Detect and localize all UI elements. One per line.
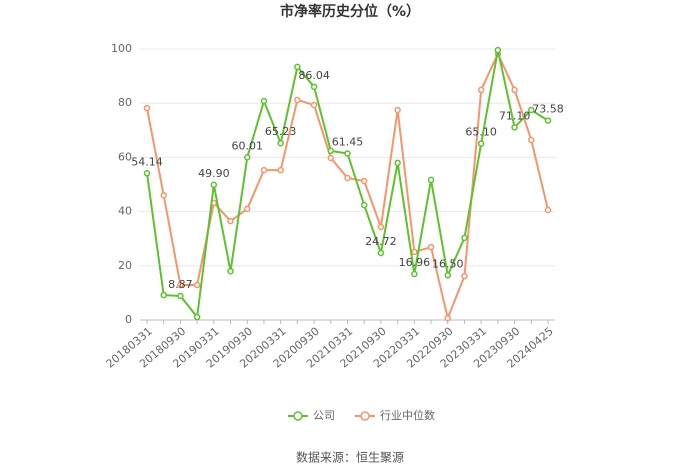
- point: [327, 147, 335, 155]
- y-tick-label: 80: [118, 96, 132, 109]
- point: [411, 270, 418, 278]
- point: [277, 139, 284, 147]
- data-label: 60.01: [232, 139, 264, 152]
- point: [544, 117, 552, 124]
- point: [461, 272, 468, 280]
- y-tick-label: 40: [118, 205, 132, 218]
- point: [394, 106, 401, 114]
- point: [160, 192, 167, 199]
- point: [260, 166, 268, 174]
- data-label: 16.96: [399, 256, 431, 269]
- point: [344, 174, 351, 182]
- point: [327, 154, 335, 162]
- point: [143, 104, 151, 112]
- legend-label: 行业中位数: [380, 408, 435, 422]
- data-label: 49.90: [198, 167, 230, 180]
- point: [511, 124, 518, 131]
- point: [227, 217, 234, 225]
- point: [411, 248, 418, 256]
- source: 数据来源：恒生聚源: [296, 450, 404, 465]
- point: [260, 97, 268, 105]
- point: [344, 150, 351, 157]
- point: [427, 176, 435, 184]
- point: [177, 292, 184, 300]
- legend-swatch: [293, 411, 303, 421]
- point: [377, 249, 385, 257]
- point: [277, 166, 284, 174]
- data-label: 65.23: [265, 125, 297, 138]
- point: [360, 201, 368, 209]
- point: [210, 181, 218, 189]
- data-label: 86.04: [298, 69, 330, 82]
- point: [444, 272, 451, 279]
- data-label: 24.72: [365, 235, 397, 248]
- data-label: 16.50: [432, 257, 464, 270]
- data-label: 65.10: [465, 126, 497, 139]
- y-tick-label: 20: [118, 259, 132, 272]
- point: [444, 314, 451, 322]
- legend-label: 公司: [313, 409, 335, 422]
- point: [544, 206, 552, 214]
- point: [528, 106, 535, 114]
- point: [477, 140, 485, 147]
- point: [160, 291, 167, 299]
- y-tick-label: 0: [125, 313, 132, 326]
- point: [511, 86, 518, 94]
- data-label: 61.45: [332, 135, 364, 148]
- point: [494, 46, 502, 54]
- chart-title: 市净率历史分位（%）: [280, 3, 420, 20]
- point: [177, 281, 184, 289]
- point: [244, 154, 251, 161]
- point: [294, 63, 301, 71]
- data-label: 73.58: [532, 103, 564, 116]
- y-tick-label: 100: [111, 42, 132, 55]
- point: [360, 177, 368, 185]
- point: [427, 243, 435, 251]
- point: [193, 281, 201, 289]
- point: [244, 205, 251, 213]
- point: [477, 86, 485, 94]
- y-tick-label: 60: [118, 150, 132, 163]
- data-label: 8.87: [168, 278, 193, 291]
- point: [528, 136, 535, 144]
- data-label: 54.14: [131, 155, 163, 168]
- point: [310, 101, 318, 109]
- legend-swatch: [360, 411, 370, 421]
- series-line: [146, 49, 549, 320]
- point: [394, 159, 401, 167]
- data-label: 71.10: [499, 109, 531, 122]
- point: [227, 267, 234, 275]
- point: [294, 96, 301, 104]
- point: [193, 313, 201, 321]
- point: [461, 234, 468, 242]
- point: [377, 223, 385, 231]
- point: [143, 170, 151, 177]
- point: [310, 83, 318, 91]
- series-line: [146, 51, 549, 322]
